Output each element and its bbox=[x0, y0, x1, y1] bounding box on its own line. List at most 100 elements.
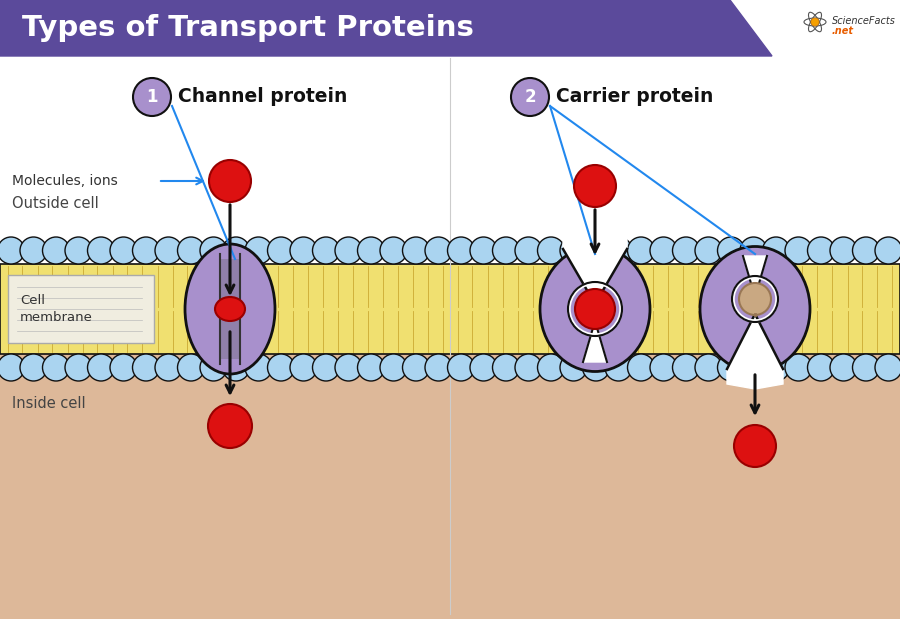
Circle shape bbox=[267, 237, 294, 264]
Circle shape bbox=[402, 354, 429, 381]
Text: .net: .net bbox=[832, 26, 854, 36]
Circle shape bbox=[222, 237, 249, 264]
Circle shape bbox=[0, 237, 24, 264]
Text: 1: 1 bbox=[146, 88, 158, 106]
Ellipse shape bbox=[700, 246, 810, 371]
Circle shape bbox=[200, 237, 227, 264]
Circle shape bbox=[560, 354, 587, 381]
Circle shape bbox=[560, 237, 587, 264]
Circle shape bbox=[811, 18, 819, 26]
Text: Cell
membrane: Cell membrane bbox=[20, 294, 93, 324]
Circle shape bbox=[537, 237, 564, 264]
Circle shape bbox=[425, 237, 452, 264]
Circle shape bbox=[132, 354, 159, 381]
Circle shape bbox=[740, 354, 767, 381]
Text: Carrier protein: Carrier protein bbox=[556, 87, 714, 106]
Circle shape bbox=[290, 237, 317, 264]
Circle shape bbox=[20, 354, 47, 381]
Circle shape bbox=[312, 354, 339, 381]
Circle shape bbox=[785, 237, 812, 264]
Circle shape bbox=[875, 354, 900, 381]
Circle shape bbox=[42, 237, 69, 264]
Circle shape bbox=[133, 78, 171, 116]
Bar bbox=[0, 56, 900, 264]
Circle shape bbox=[762, 354, 789, 381]
Circle shape bbox=[245, 237, 272, 264]
Circle shape bbox=[582, 354, 609, 381]
Circle shape bbox=[132, 237, 159, 264]
Circle shape bbox=[87, 237, 114, 264]
Circle shape bbox=[807, 237, 834, 264]
Bar bbox=[0, 264, 900, 354]
Ellipse shape bbox=[215, 297, 245, 321]
Circle shape bbox=[605, 354, 632, 381]
Circle shape bbox=[245, 354, 272, 381]
Text: ScienceFacts: ScienceFacts bbox=[832, 16, 896, 26]
Circle shape bbox=[208, 404, 252, 448]
Circle shape bbox=[605, 237, 632, 264]
Text: Types of Transport Proteins: Types of Transport Proteins bbox=[22, 14, 474, 42]
Circle shape bbox=[177, 354, 204, 381]
Polygon shape bbox=[583, 321, 607, 362]
Ellipse shape bbox=[540, 246, 650, 371]
Circle shape bbox=[447, 354, 474, 381]
Circle shape bbox=[335, 354, 362, 381]
Circle shape bbox=[830, 354, 857, 381]
Circle shape bbox=[734, 425, 776, 467]
Circle shape bbox=[380, 354, 407, 381]
Circle shape bbox=[650, 237, 677, 264]
Circle shape bbox=[762, 237, 789, 264]
Circle shape bbox=[582, 237, 609, 264]
Circle shape bbox=[537, 354, 564, 381]
Circle shape bbox=[335, 237, 362, 264]
Circle shape bbox=[717, 237, 744, 264]
Circle shape bbox=[807, 354, 834, 381]
Circle shape bbox=[20, 237, 47, 264]
Circle shape bbox=[739, 283, 771, 315]
Circle shape bbox=[209, 160, 251, 202]
Circle shape bbox=[110, 237, 137, 264]
Circle shape bbox=[627, 237, 654, 264]
Circle shape bbox=[447, 237, 474, 264]
Circle shape bbox=[0, 354, 24, 381]
Circle shape bbox=[222, 354, 249, 381]
Circle shape bbox=[87, 354, 114, 381]
Circle shape bbox=[470, 354, 497, 381]
Circle shape bbox=[110, 354, 137, 381]
Circle shape bbox=[511, 78, 549, 116]
Circle shape bbox=[650, 354, 677, 381]
Circle shape bbox=[852, 237, 879, 264]
Bar bbox=[220, 259, 240, 359]
Circle shape bbox=[357, 354, 384, 381]
Polygon shape bbox=[743, 256, 767, 297]
Circle shape bbox=[515, 237, 542, 264]
Polygon shape bbox=[563, 229, 627, 304]
Circle shape bbox=[492, 354, 519, 381]
Text: 2: 2 bbox=[524, 88, 536, 106]
Circle shape bbox=[155, 237, 182, 264]
Circle shape bbox=[740, 237, 767, 264]
Text: Channel protein: Channel protein bbox=[178, 87, 347, 106]
Circle shape bbox=[42, 354, 69, 381]
Circle shape bbox=[312, 237, 339, 264]
Circle shape bbox=[717, 354, 744, 381]
Text: Outside cell: Outside cell bbox=[12, 196, 99, 212]
Text: Inside cell: Inside cell bbox=[12, 397, 86, 412]
Circle shape bbox=[695, 237, 722, 264]
Circle shape bbox=[515, 354, 542, 381]
Circle shape bbox=[785, 354, 812, 381]
FancyBboxPatch shape bbox=[8, 275, 154, 343]
Ellipse shape bbox=[185, 244, 275, 374]
Circle shape bbox=[830, 237, 857, 264]
Circle shape bbox=[492, 237, 519, 264]
Polygon shape bbox=[727, 314, 783, 389]
Bar bbox=[0, 352, 900, 619]
Circle shape bbox=[155, 354, 182, 381]
Circle shape bbox=[380, 237, 407, 264]
Circle shape bbox=[695, 354, 722, 381]
Circle shape bbox=[177, 237, 204, 264]
Circle shape bbox=[575, 289, 615, 329]
Circle shape bbox=[852, 354, 879, 381]
Circle shape bbox=[357, 237, 384, 264]
Circle shape bbox=[425, 354, 452, 381]
